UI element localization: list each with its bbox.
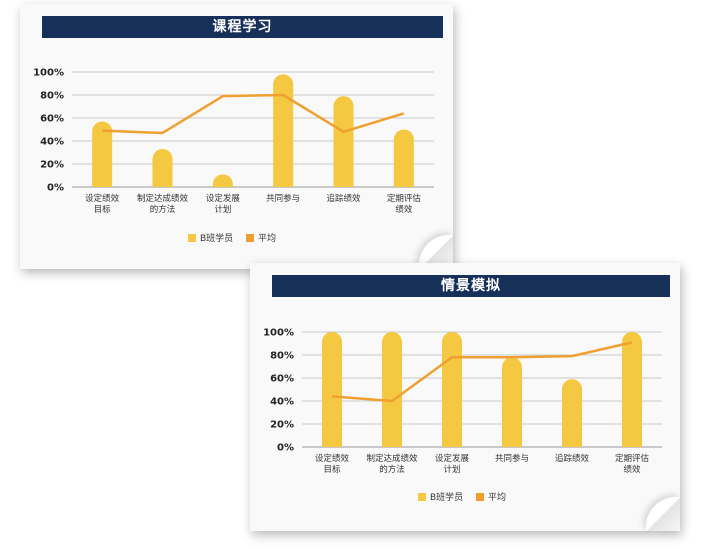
legend-label: B班学员 — [200, 232, 233, 244]
bar — [622, 332, 642, 447]
x-category-label: 设定绩效 — [85, 193, 120, 204]
legend-swatch-line — [246, 234, 254, 242]
y-tick-label: 0% — [47, 183, 64, 194]
x-category-label: 目标 — [323, 464, 341, 475]
x-category-label: 设定发展 — [435, 453, 470, 464]
x-category-label: 绩效 — [395, 204, 413, 215]
x-category-label: 计划 — [443, 464, 460, 475]
chart-card-course-learning: 课程学习 0% 20% 40% 60% 80% 100% 设定绩效 目标 制定达成绩效 的方法 设定… — [20, 4, 453, 269]
x-category-label: 定期评估 — [387, 193, 422, 204]
chart-card-scenario-simulation: 情景模拟 0% 20% 40% 60% 80% 100% 设定绩效 目标 制定达成绩效 的方法 设定… — [250, 263, 680, 531]
x-category-label: 共同参与 — [266, 193, 300, 204]
x-category-label: 的方法 — [150, 204, 176, 215]
y-tick-label: 60% — [270, 374, 294, 385]
x-category-label: 制定达成绩效 — [366, 453, 418, 464]
y-tick-label: 0% — [277, 443, 294, 454]
legend-label: 平均 — [258, 232, 276, 244]
bar — [333, 96, 354, 187]
bar — [382, 332, 402, 447]
bar — [322, 332, 342, 447]
x-category-label: 目标 — [94, 204, 112, 215]
legend-swatch-bar — [188, 234, 196, 242]
x-category-label: 制定达成绩效 — [137, 193, 189, 204]
x-category-label: 共同参与 — [495, 453, 529, 464]
x-category-label: 绩效 — [623, 464, 641, 475]
bar — [92, 121, 113, 187]
bar — [442, 332, 462, 447]
average-line — [331, 341, 633, 403]
bar — [562, 379, 582, 447]
y-tick-label: 40% — [270, 397, 294, 408]
x-category-label: 追踪绩效 — [326, 193, 361, 204]
x-category-label: 定期评估 — [615, 453, 650, 464]
x-category-label: 计划 — [214, 204, 231, 215]
chart-title: 课程学习 — [42, 16, 443, 38]
x-category-label: 的方法 — [379, 464, 405, 475]
y-tick-label: 100% — [33, 68, 64, 79]
bar — [212, 174, 233, 187]
x-category-label: 设定绩效 — [315, 453, 350, 464]
legend-label: 平均 — [488, 491, 506, 503]
bar — [393, 129, 414, 187]
y-tick-label: 80% — [40, 91, 64, 102]
y-tick-label: 20% — [270, 420, 294, 431]
bar — [502, 357, 522, 447]
y-tick-label: 40% — [40, 137, 64, 148]
legend-label: B班学员 — [430, 491, 463, 503]
y-tick-label: 60% — [40, 114, 64, 125]
y-tick-label: 100% — [263, 328, 294, 339]
bar — [152, 149, 173, 187]
legend-swatch-bar — [418, 493, 426, 501]
bar — [273, 74, 294, 187]
y-tick-label: 20% — [40, 160, 64, 171]
legend-swatch-line — [476, 493, 484, 501]
average-line — [102, 93, 405, 135]
y-tick-label: 80% — [270, 351, 294, 362]
x-category-label: 追踪绩效 — [555, 453, 590, 464]
chart-title: 情景模拟 — [272, 275, 670, 297]
x-category-label: 设定发展 — [206, 193, 241, 204]
